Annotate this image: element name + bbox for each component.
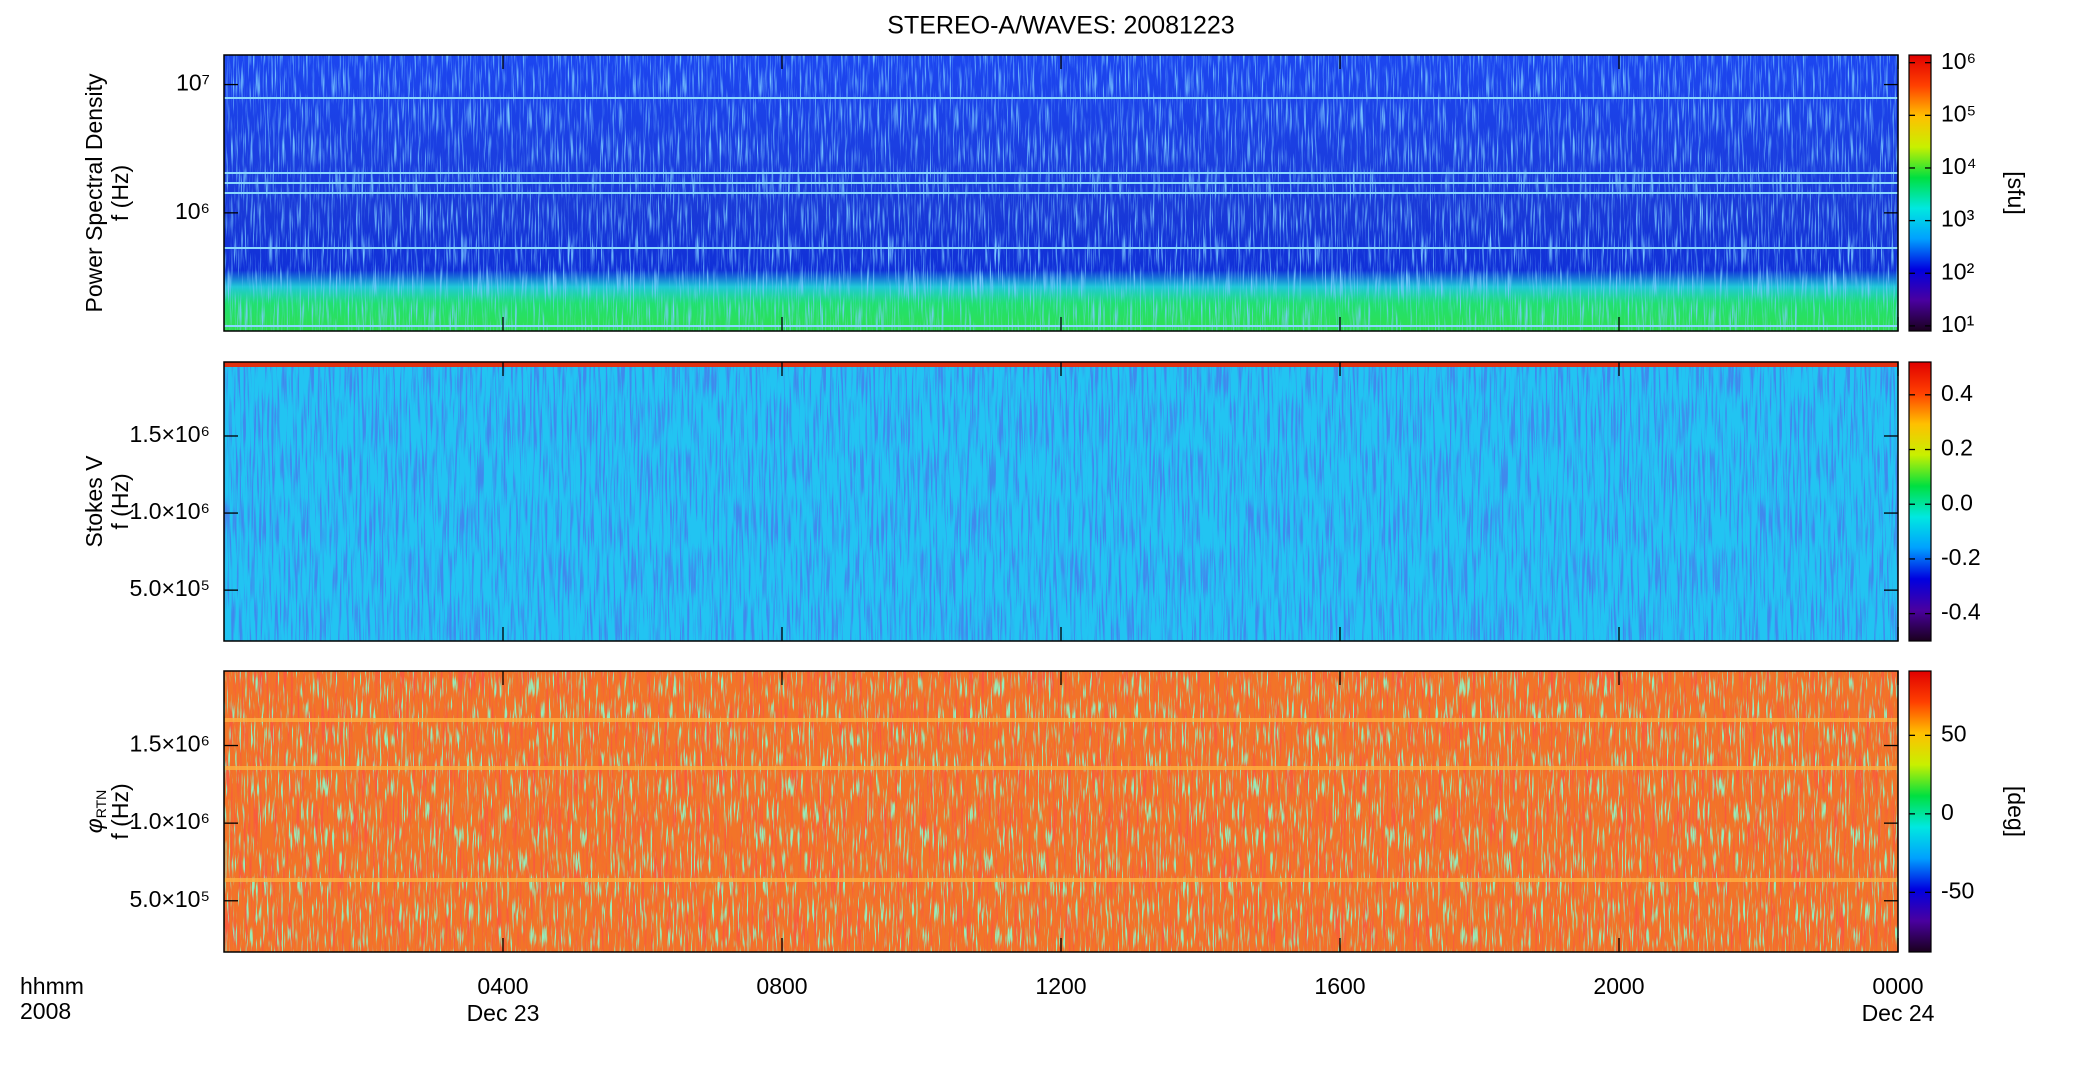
- colorbar-tick-label: 10¹: [1941, 311, 1975, 337]
- y-axis-label: f (Hz): [107, 165, 133, 221]
- y-tick-label: 5.0×10⁵: [129, 575, 210, 601]
- x-unit-label: hhmm: [20, 973, 84, 999]
- y-axis-label-symbol: φ: [81, 818, 107, 833]
- spectrogram-texture: [224, 362, 1898, 641]
- y-tick-label: 1.5×10⁶: [130, 421, 210, 447]
- y-axis-label: Stokes V: [81, 455, 107, 548]
- colorbar-tick-label: 0.2: [1941, 435, 1973, 461]
- colorbar-tick-label: 10⁶: [1941, 48, 1976, 74]
- x-tick-label: 1200: [1035, 973, 1086, 999]
- x-tick-label: 1600: [1314, 973, 1365, 999]
- colorbar-tick-label: 10⁴: [1941, 153, 1976, 179]
- year-label: 2008: [20, 998, 71, 1024]
- colorbar-tick-label: 0.0: [1941, 489, 1973, 515]
- y-axis-label: Power Spectral Density: [81, 73, 107, 313]
- y-axis-label: f (Hz): [107, 783, 133, 839]
- x-tick-sublabel: Dec 23: [467, 1000, 540, 1026]
- spectrogram-texture: [224, 671, 1898, 952]
- y-tick-label: 10⁶: [175, 198, 210, 224]
- y-axis-label-subscript: RTN: [93, 790, 109, 819]
- colorbar: [1908, 670, 1932, 953]
- colorbar-tick-label: -0.4: [1941, 599, 1981, 625]
- colorbar-tick-label: 0.4: [1941, 380, 1973, 406]
- colorbar-label: [deg]: [2003, 786, 2029, 837]
- x-tick-label: 2000: [1593, 973, 1644, 999]
- colorbar: [1908, 54, 1932, 332]
- colorbar-tick-label: 10³: [1941, 206, 1975, 232]
- spectrogram-images: [224, 55, 1898, 952]
- y-tick-label: 5.0×10⁵: [129, 886, 210, 912]
- colorbar-tick-label: 50: [1941, 720, 1967, 746]
- y-tick-label: 1.5×10⁶: [130, 731, 210, 757]
- y-axis-label: f (Hz): [107, 473, 133, 529]
- colorbar-tick-label: 0: [1941, 799, 1954, 825]
- x-tick-label: 0000: [1872, 973, 1923, 999]
- x-tick-label: 0400: [477, 973, 528, 999]
- colorbar-tick-label: -50: [1941, 877, 1974, 903]
- chart-title: STEREO-A/WAVES: 20081223: [887, 12, 1234, 40]
- colorbar-tick-label: 10²: [1941, 258, 1975, 284]
- colorbar: [1908, 361, 1932, 642]
- x-tick-label: 0800: [756, 973, 807, 999]
- y-tick-label: 1.0×10⁶: [130, 808, 210, 834]
- spectrogram-lines: [224, 718, 1898, 882]
- colorbar-tick-label: -0.2: [1941, 544, 1981, 570]
- y-axis-label: φRTN: [81, 790, 109, 834]
- x-tick-sublabel: Dec 24: [1862, 1000, 1935, 1026]
- y-tick-label: 1.0×10⁶: [130, 498, 210, 524]
- y-tick-label: 10⁷: [176, 70, 210, 96]
- colorbar-label: [sfu]: [2003, 171, 2029, 214]
- colorbar-tick-label: 10⁵: [1941, 100, 1976, 126]
